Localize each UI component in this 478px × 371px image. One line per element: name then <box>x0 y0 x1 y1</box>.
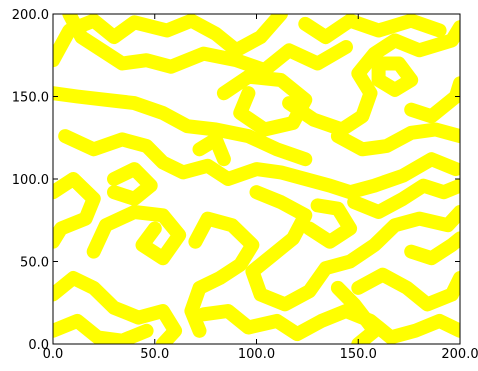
pattern-strand <box>53 172 101 249</box>
pattern-strand <box>192 132 231 167</box>
pattern-strand <box>347 178 460 219</box>
pattern-strand <box>62 14 353 78</box>
pattern-strand <box>53 86 313 167</box>
pattern-strand <box>282 20 460 137</box>
y-axis: 0.0 50.0 100.0 150.0 200.0 <box>12 8 460 353</box>
pattern-strand <box>330 280 382 344</box>
pattern-strand <box>404 76 460 124</box>
pattern-strand <box>245 185 460 312</box>
pattern-strand <box>404 231 460 266</box>
pattern-strand <box>302 198 358 249</box>
pattern-strand <box>351 267 460 312</box>
pattern-strand <box>330 122 460 157</box>
pattern-strand <box>298 14 447 45</box>
y-tick-label: 0.0 <box>28 338 49 353</box>
x-tick-label: 100.0 <box>238 347 275 362</box>
pattern-strand <box>107 162 158 206</box>
pattern-strand <box>86 205 187 266</box>
x-tick-label: 150.0 <box>340 347 377 362</box>
y-tick-label: 50.0 <box>20 256 49 271</box>
pattern-strand <box>53 271 183 344</box>
pattern-strand <box>58 129 460 200</box>
pattern-strand <box>53 313 154 344</box>
plot-area <box>53 14 460 344</box>
pattern-strand <box>53 14 288 68</box>
x-tick-label: 200.0 <box>441 347 478 362</box>
y-tick-label: 100.0 <box>12 173 49 188</box>
x-axis: 0.0 50.0 100.0 150.0 200.0 <box>43 14 478 362</box>
x-tick-label: 50.0 <box>140 347 169 362</box>
pattern-strand <box>184 211 260 338</box>
y-tick-label: 150.0 <box>12 91 49 106</box>
y-tick-label: 200.0 <box>12 8 49 23</box>
pattern-strand <box>196 304 460 344</box>
x-tick-label: 0.0 <box>43 347 64 362</box>
pattern-strand <box>371 56 419 97</box>
